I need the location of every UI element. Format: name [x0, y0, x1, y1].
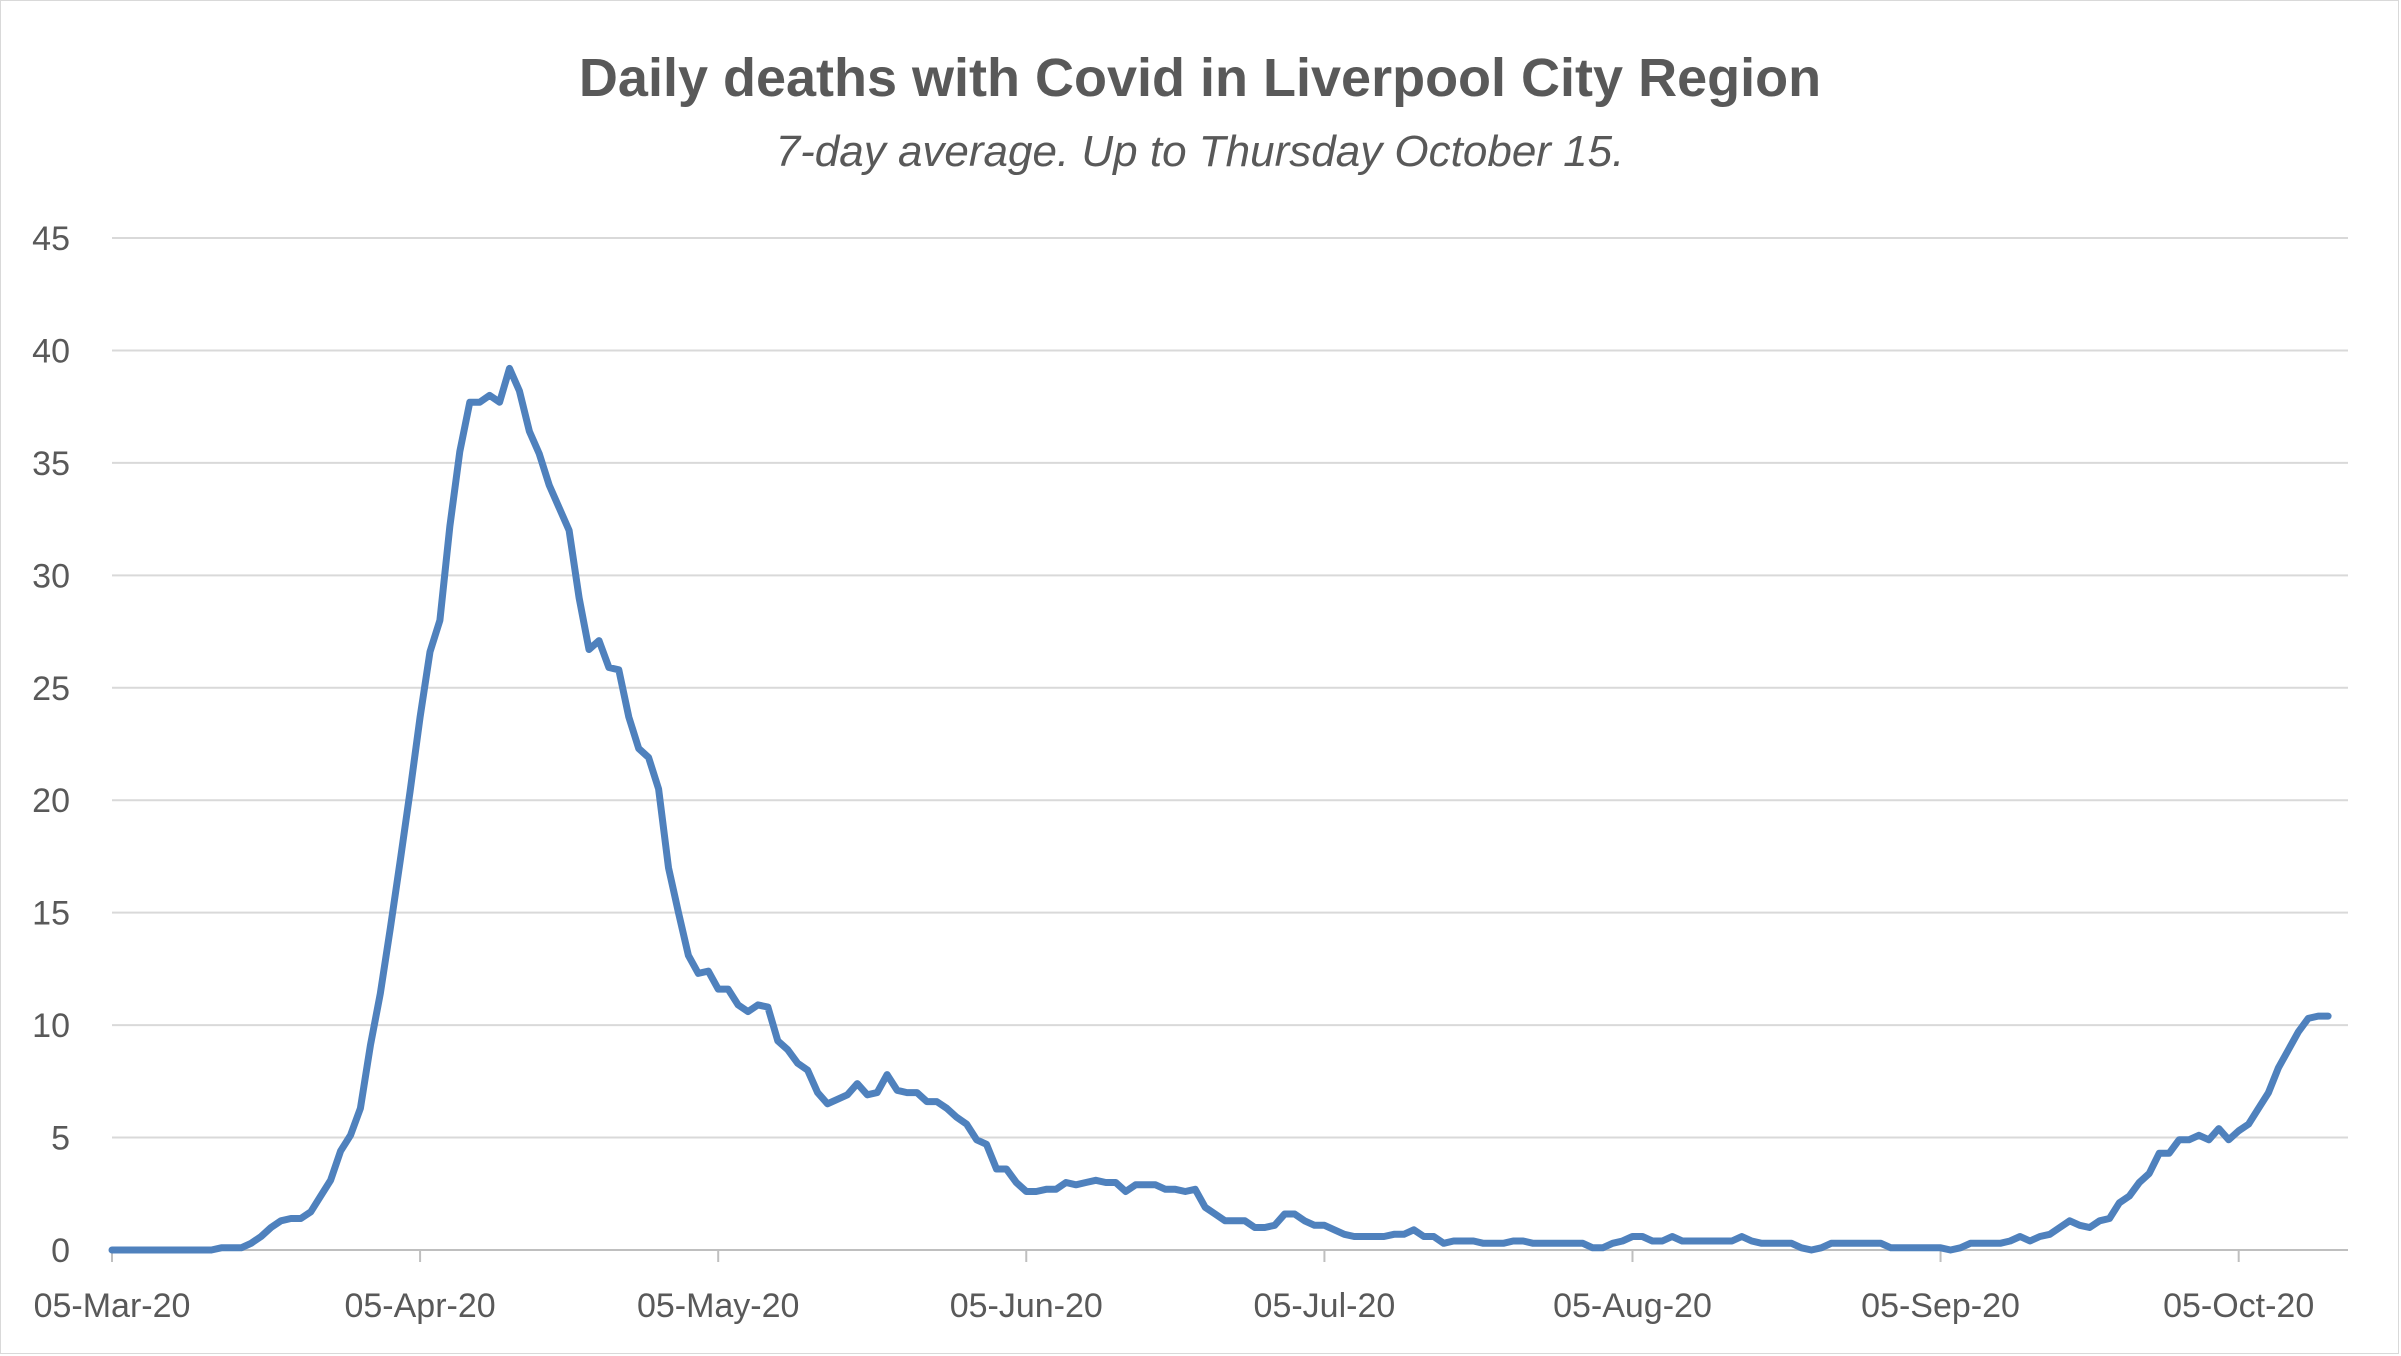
- x-tick-label: 05-Jun-20: [950, 1287, 1103, 1325]
- x-tick-label: 05-Aug-20: [1553, 1287, 1712, 1325]
- y-tick-label: 40: [32, 332, 70, 370]
- x-tick-label: 05-Jul-20: [1254, 1287, 1396, 1325]
- y-tick-label: 45: [32, 220, 70, 258]
- x-tick-label: 05-Apr-20: [344, 1287, 495, 1325]
- y-tick-label: 35: [32, 445, 70, 483]
- x-tick-label: 05-May-20: [637, 1287, 800, 1325]
- x-axis-ticks: 05-Mar-20 05-Apr-20 05-May-20 05-Jun-20 05-J…: [34, 1250, 2314, 1325]
- gridlines: [112, 237, 2348, 1139]
- y-tick-label: 15: [32, 895, 70, 933]
- chart-title: Daily deaths with Covid in Liverpool Cit…: [579, 48, 1821, 108]
- x-tick-label: 05-Oct-20: [2163, 1287, 2314, 1325]
- y-tick-label: 0: [51, 1232, 70, 1270]
- y-tick-label: 20: [32, 782, 70, 820]
- series-line-7day-average: [108, 364, 2332, 1254]
- y-axis-ticks: 0 5 10 15 20 25 30 35 40 45: [32, 220, 70, 1270]
- chart-subtitle: 7-day average. Up to Thursday October 15…: [776, 127, 1625, 176]
- y-tick-label: 10: [32, 1007, 70, 1045]
- y-tick-label: 25: [32, 670, 70, 708]
- y-tick-label: 30: [32, 557, 70, 595]
- x-tick-label: 05-Mar-20: [34, 1287, 191, 1325]
- x-tick-label: 05-Sep-20: [1861, 1287, 2020, 1325]
- y-tick-label: 5: [51, 1120, 70, 1158]
